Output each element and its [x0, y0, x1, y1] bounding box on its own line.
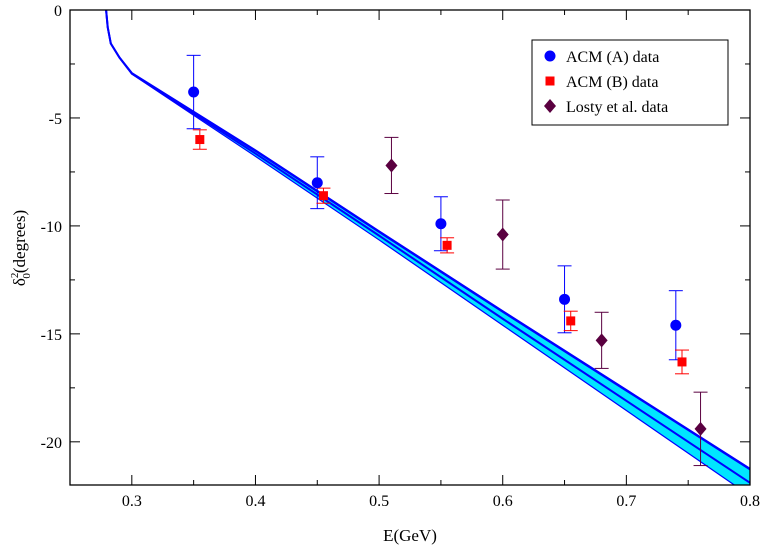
data-markers: [188, 86, 707, 436]
data-point: [694, 421, 707, 436]
y-axis-label-sup: 2: [9, 273, 21, 279]
x-tick-label: 0.3: [122, 493, 142, 510]
data-point: [496, 227, 509, 242]
y-axis-label-sub: 0: [21, 273, 33, 279]
data-point: [435, 218, 447, 230]
x-tick-label: 0.5: [369, 493, 389, 510]
x-tick-label: 0.4: [245, 493, 265, 510]
y-axis-label: δ20(degrees): [9, 210, 33, 286]
y-tick-label: -10: [41, 219, 62, 236]
data-point: [318, 191, 328, 201]
y-tick-labels: 0 -5 -10 -15 -20: [41, 3, 62, 452]
data-point: [566, 316, 576, 326]
data-point: [442, 240, 452, 250]
legend-marker: [544, 99, 556, 113]
y-axis-label-base: δ: [10, 278, 29, 286]
x-tick-label: 0.6: [493, 493, 513, 510]
y-tick-label: -5: [49, 111, 62, 128]
legend-marker: [544, 50, 556, 62]
x-tick-labels: 0.3 0.4 0.5 0.6 0.7 0.8: [122, 493, 760, 510]
legend: ACM (A) data ACM (B) data Losty et al. dat…: [531, 39, 729, 126]
data-point: [670, 319, 682, 331]
axis-ticks: [69, 9, 751, 485]
y-tick-label: -15: [41, 327, 62, 344]
data-point: [559, 293, 571, 305]
x-tick-label: 0.8: [740, 493, 760, 510]
data-point: [385, 158, 398, 173]
y-tick-label: -20: [41, 435, 62, 452]
legend-label: ACM (B) data: [566, 74, 658, 91]
x-tick-label: 0.7: [616, 493, 636, 510]
data-point: [677, 357, 687, 367]
y-axis-label-rest: (degrees): [10, 210, 29, 273]
legend-marker: [545, 76, 555, 86]
legend-label: Losty et al. data: [566, 99, 668, 116]
x-axis-label: E(GeV): [383, 526, 437, 545]
band-area: [106, 10, 750, 485]
data-point: [188, 86, 200, 98]
plot-frame: [69, 9, 751, 486]
y-tick-label: 0: [54, 3, 62, 20]
legend-box: [531, 39, 729, 126]
legend-label: ACM (A) data: [566, 49, 659, 66]
data-point: [595, 333, 608, 348]
data-point: [195, 135, 205, 145]
data-point: [311, 177, 323, 189]
legend-entries: ACM (A) data ACM (B) data Losty et al. dat…: [544, 49, 668, 116]
